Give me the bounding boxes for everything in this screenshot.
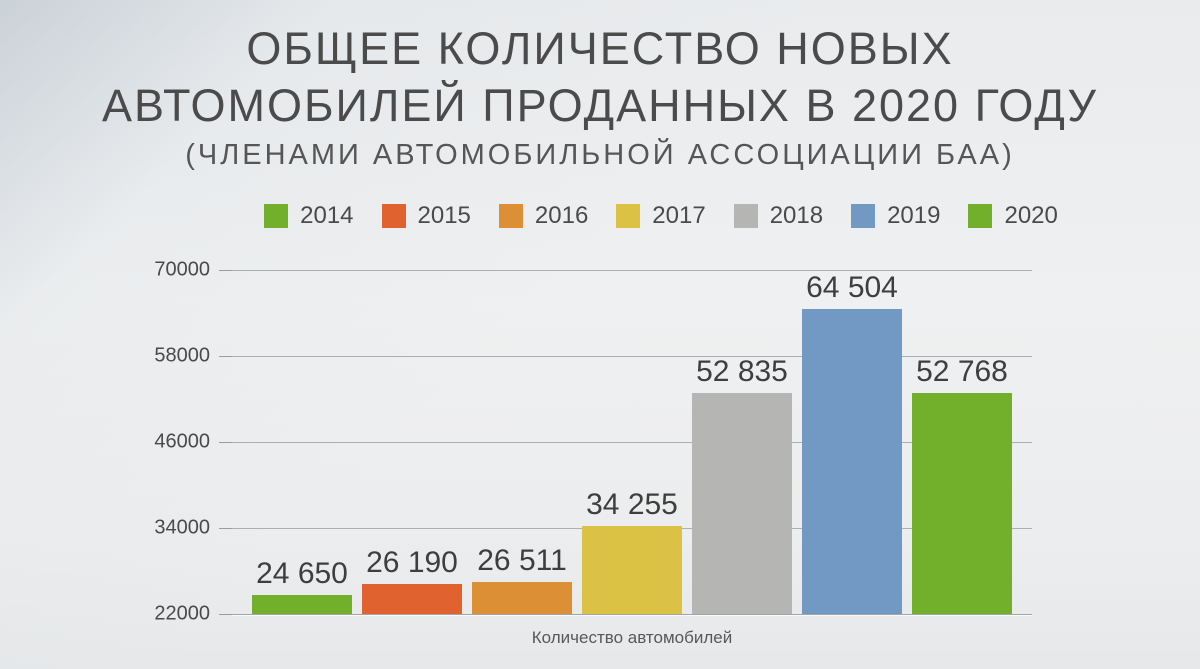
y-tick-label-70000: 70000 (154, 258, 210, 281)
bar-group-2016: 26 511 (472, 270, 572, 614)
legend-label-2015: 2015 (417, 202, 471, 229)
gridline-46000 (219, 442, 1032, 443)
bar-value-label-2015: 26 190 (366, 546, 458, 579)
bar-2014 (252, 595, 352, 614)
y-tick-label-46000: 46000 (154, 430, 210, 453)
bar-group-2019: 64 504 (802, 270, 902, 614)
bar-value-label-2017: 34 255 (586, 488, 678, 521)
bar-2018 (692, 393, 792, 614)
bars-layer: 24 650 26 190 26 511 34 255 52 835 64 504 52 7… (232, 270, 1032, 614)
legend-item-2014: 2014 (264, 202, 354, 230)
legend-item-2016: 2016 (498, 202, 589, 230)
bar-2017 (582, 526, 682, 614)
legend-label-2018: 2018 (769, 202, 824, 229)
bar-value-label-2018: 52 835 (696, 355, 788, 388)
chart-title-line-2: АВТОМОБИЛЕЙ ПРОДАННЫХ В 2020 ГОДУ (101, 80, 1098, 131)
legend-item-2019: 2019 (851, 202, 940, 230)
gridline-22000 (219, 614, 1032, 615)
plot-area: 22000 34000 46000 58000 70000 24 650 26 190 26… (154, 259, 1032, 625)
bar-value-label-2016: 26 511 (477, 544, 567, 577)
legend-swatch-2017 (616, 204, 641, 228)
chart-title: ОБЩЕЕ КОЛИЧЕСТВО НОВЫХ АВТОМОБИЛЕЙ ПРОДА… (0, 20, 1200, 134)
legend: 2014 2015 2016 2017 2018 2019 2020 (122, 202, 1200, 230)
legend-swatch-2020 (968, 204, 993, 228)
legend-swatch-2018 (733, 204, 758, 228)
legend-label-2017: 2017 (652, 202, 706, 229)
bar-group-2015: 26 190 (362, 270, 462, 614)
legend-item-2020: 2020 (968, 202, 1058, 230)
bar-2020 (912, 393, 1012, 614)
bar-2019 (802, 309, 902, 614)
legend-item-2017: 2017 (616, 202, 706, 230)
title-block: ОБЩЕЕ КОЛИЧЕСТВО НОВЫХ АВТОМОБИЛЕЙ ПРОДА… (0, 20, 1200, 171)
bar-2016 (472, 582, 572, 614)
gridline-70000 (219, 270, 1032, 271)
bar-group-2017: 34 255 (582, 270, 682, 614)
y-tick-label-58000: 58000 (154, 344, 210, 367)
gridline-58000 (219, 356, 1032, 357)
x-axis-label: Количество автомобилей (531, 628, 733, 647)
legend-item-2015: 2015 (381, 202, 471, 230)
bar-value-label-2019: 64 504 (806, 271, 898, 304)
legend-item-2018: 2018 (733, 202, 824, 230)
legend-swatch-2019 (851, 204, 876, 228)
legend-label-2014: 2014 (300, 202, 354, 229)
bar-group-2018: 52 835 (692, 270, 792, 614)
bar-value-label-2020: 52 768 (916, 355, 1008, 388)
legend-label-2020: 2020 (1004, 202, 1058, 229)
y-tick-label-34000: 34000 (154, 516, 210, 539)
bar-group-2014: 24 650 (252, 270, 352, 614)
legend-swatch-2016 (498, 204, 523, 228)
chart-title-line-1: ОБЩЕЕ КОЛИЧЕСТВО НОВЫХ (246, 23, 954, 74)
bar-value-label-2014: 24 650 (256, 557, 348, 590)
bar-group-2020: 52 768 (912, 270, 1012, 614)
legend-swatch-2015 (381, 204, 406, 228)
legend-swatch-2014 (264, 204, 289, 228)
y-tick-label-22000: 22000 (154, 602, 210, 625)
legend-label-2016: 2016 (534, 202, 589, 229)
legend-label-2019: 2019 (887, 202, 941, 229)
bar-2015 (362, 584, 462, 614)
chart-subtitle: (ЧЛЕНАМИ АВТОМОБИЛЬНОЙ АССОЦИАЦИИ БАА) (185, 139, 1015, 171)
